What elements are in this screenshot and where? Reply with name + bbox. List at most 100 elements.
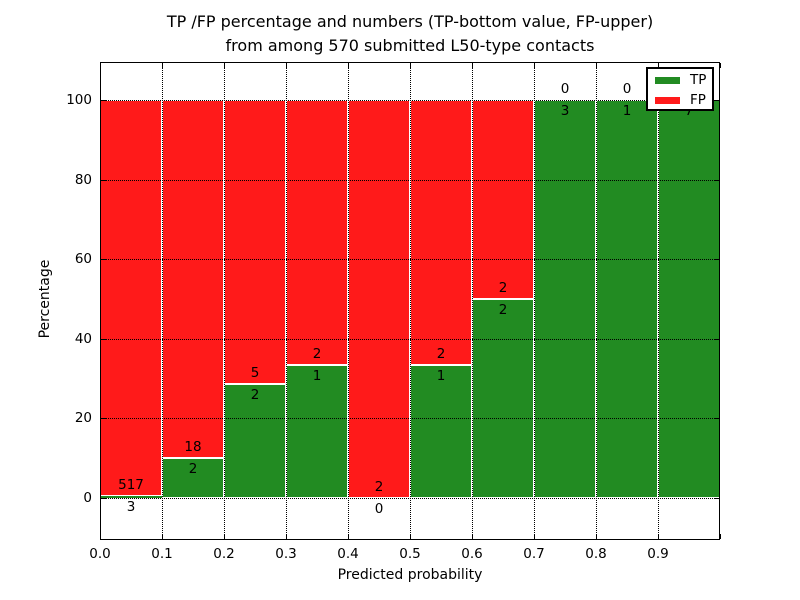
- x-gridline: [348, 63, 349, 539]
- legend-label: TP: [690, 72, 707, 88]
- tp-count-label: 3: [126, 498, 136, 515]
- x-tick-mark: [224, 63, 225, 68]
- x-tick-mark: [596, 534, 597, 539]
- tp-bar-segment: [224, 384, 286, 498]
- y-tick-mark: [101, 179, 106, 181]
- fp-count-label: 5: [250, 365, 260, 382]
- y-tick-mark: [714, 100, 719, 101]
- x-gridline: [286, 63, 287, 539]
- x-gridline: [596, 63, 597, 539]
- y-tick-label: 60: [74, 251, 92, 268]
- tp-count-label: 1: [436, 368, 446, 385]
- x-tick-mark: [224, 534, 225, 539]
- x-tick-mark: [410, 534, 411, 539]
- x-axis-label: Predicted probability: [337, 567, 483, 583]
- tp-bar-segment: [534, 100, 596, 498]
- fp-bar-segment: [286, 100, 348, 366]
- y-axis-label: Percentage: [37, 259, 53, 339]
- fp-count-label: 0: [622, 81, 632, 97]
- x-tick-mark: [410, 63, 411, 68]
- fp-legend-swatch: [655, 97, 680, 104]
- tp-bar-segment: [410, 365, 472, 498]
- fp-count-label: 2: [498, 280, 508, 296]
- y-tick-label: 0: [83, 490, 92, 506]
- y-tick-mark: [101, 259, 106, 261]
- y-tick-mark: [714, 498, 719, 499]
- x-tick-mark: [286, 63, 287, 68]
- x-tick-mark: [596, 63, 597, 68]
- y-tick-label: 80: [74, 171, 92, 188]
- legend-label: FP: [690, 92, 706, 108]
- chart-title-line1: TP /FP percentage and numbers (TP-bottom…: [166, 12, 654, 31]
- x-tick-mark: [534, 63, 535, 68]
- x-gridline: [224, 63, 225, 539]
- x-tick-mark: [658, 534, 659, 539]
- fp-bar-segment: [100, 100, 162, 496]
- tp-count-label: 2: [188, 461, 198, 478]
- x-tick-mark: [100, 534, 101, 539]
- x-gridline: [410, 63, 411, 539]
- x-tick-label: 0.0: [89, 546, 111, 562]
- tp-count-label: 7: [684, 103, 694, 119]
- tp-count-label: 1: [312, 368, 322, 385]
- legend-item-tp: TP: [648, 71, 712, 91]
- tp-bar-segment: [472, 299, 534, 498]
- x-gridline: [658, 63, 659, 539]
- x-tick-label: 0.3: [275, 546, 297, 562]
- x-gridline: [472, 63, 473, 539]
- tp-legend-swatch: [655, 77, 680, 84]
- legend: TP FP: [646, 67, 714, 111]
- x-tick-label: 0.1: [151, 546, 173, 562]
- x-tick-mark: [720, 63, 721, 68]
- x-tick-label: 0.6: [461, 546, 483, 562]
- y-tick-mark: [101, 498, 106, 499]
- tp-count-label: 2: [250, 387, 260, 404]
- fp-count-label: 517: [118, 476, 144, 493]
- chart-title-line2: from among 570 submitted L50-type contac…: [225, 36, 595, 55]
- y-tick-mark: [101, 338, 106, 340]
- x-tick-mark: [472, 534, 473, 539]
- legend-item-fp: FP: [648, 91, 712, 111]
- x-tick-mark: [534, 534, 535, 539]
- fp-count-label: 0: [560, 81, 570, 97]
- tp-count-label: 2: [498, 302, 508, 318]
- x-tick-label: 0.5: [399, 546, 421, 562]
- x-tick-mark: [658, 63, 659, 68]
- y-tick-mark: [101, 418, 106, 420]
- x-tick-mark: [162, 534, 163, 539]
- tp-bar-segment: [286, 365, 348, 498]
- y-tick-mark: [101, 100, 106, 101]
- fp-bar-segment: [410, 100, 472, 366]
- x-tick-label: 0.4: [337, 546, 359, 562]
- fp-bar-segment: [224, 100, 286, 385]
- tp-bar-segment: [100, 495, 162, 498]
- tp-count-label: 3: [560, 103, 570, 119]
- y-tick-mark: [714, 418, 719, 420]
- x-tick-mark: [472, 63, 473, 68]
- tp-count-label: 0: [374, 501, 384, 517]
- x-gridline: [162, 63, 163, 539]
- tp-count-label: 1: [622, 103, 632, 119]
- x-tick-label: 0.7: [523, 546, 545, 562]
- y-tick-mark: [714, 259, 719, 261]
- y-tick-label: 20: [74, 410, 92, 427]
- fp-bar-segment: [472, 100, 534, 299]
- tp-bar-segment: [596, 100, 658, 498]
- fp-bar-segment: [348, 100, 410, 498]
- fp-count-label: 18: [184, 439, 202, 456]
- fp-count-label: 2: [312, 346, 322, 363]
- x-tick-mark: [720, 534, 721, 539]
- x-tick-mark: [348, 63, 349, 68]
- x-tick-mark: [286, 534, 287, 539]
- x-tick-label: 0.9: [647, 546, 669, 562]
- x-tick-mark: [348, 534, 349, 539]
- x-tick-label: 0.2: [213, 546, 235, 562]
- fp-bar-segment: [162, 100, 224, 459]
- fp-count-label: 2: [436, 346, 446, 363]
- x-tick-mark: [100, 63, 101, 68]
- y-tick-mark: [714, 179, 719, 181]
- tp-bar-segment: [658, 100, 720, 498]
- tp-bar-segment: [162, 458, 224, 498]
- y-tick-label: 100: [66, 92, 92, 108]
